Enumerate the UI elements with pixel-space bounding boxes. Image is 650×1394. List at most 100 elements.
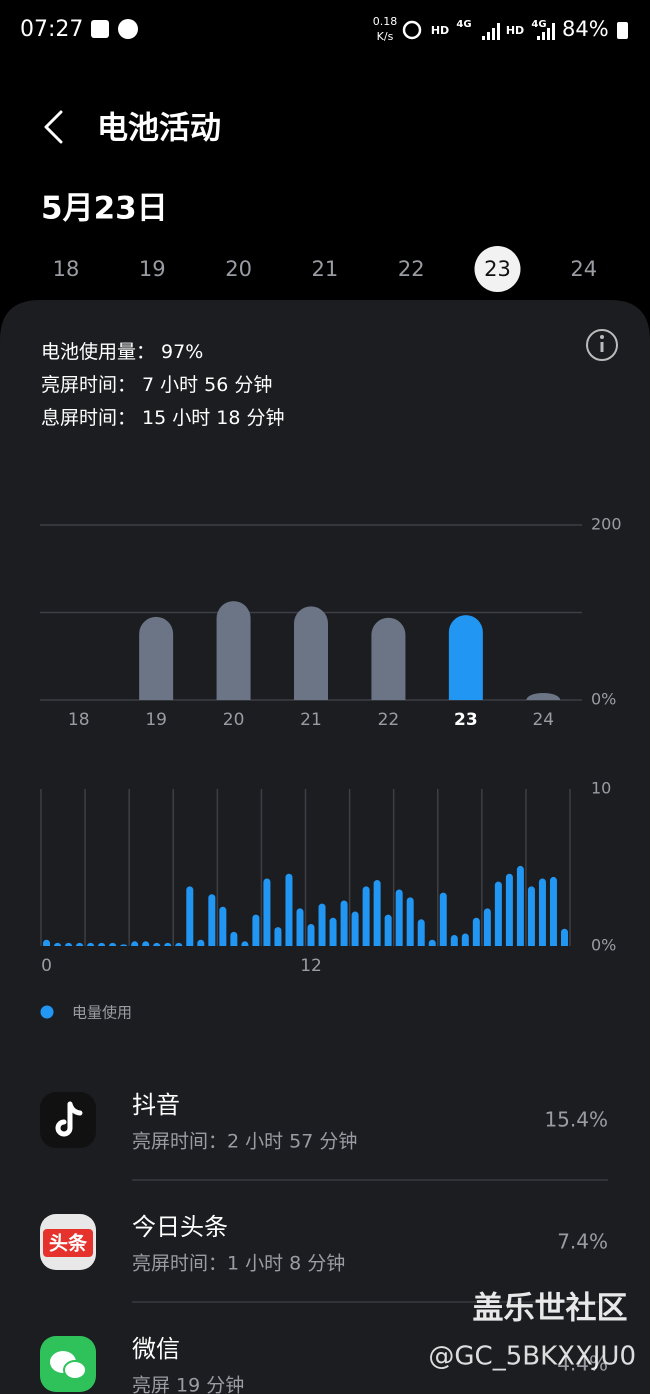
app-icon-badge <box>43 1229 93 1257</box>
day[interactable]: 18 <box>53 257 80 281</box>
summary-label: 电池使用量： <box>41 341 155 363</box>
app-name: 今日头条 <box>132 1213 228 1241</box>
bar <box>560 928 568 946</box>
daily-chart: 0% 200 18 19 20 21 22 23 24 <box>40 515 622 730</box>
watermark-1: 盖乐世社区 <box>473 1291 628 1327</box>
notify-icon <box>118 19 138 39</box>
app-detail: 亮屏 19 分钟 <box>132 1375 244 1394</box>
x-tick-label: 20 <box>223 710 245 730</box>
app-name: 微信 <box>132 1335 180 1363</box>
net-2: 4G <box>531 19 546 30</box>
summary-label: 息屏时间： <box>41 407 136 429</box>
bar <box>505 873 513 946</box>
app-name: 抖音 <box>132 1091 180 1119</box>
bar <box>65 942 73 946</box>
bar <box>384 914 392 946</box>
signal-1 <box>482 23 500 40</box>
bar <box>439 892 447 946</box>
net-speed: 0.18 <box>373 15 398 28</box>
app-detail: 亮屏时间：2 小时 57 分钟 <box>132 1131 357 1153</box>
bar <box>54 942 62 946</box>
day[interactable]: 20 <box>225 257 252 281</box>
hd-1: HD <box>431 24 449 37</box>
net-1: 4G <box>456 19 471 30</box>
summary-line: 息屏时间： 15 小时 18 分钟 <box>41 407 285 429</box>
bar <box>120 944 128 946</box>
alarm-icon <box>402 20 422 40</box>
y-tick-label: 200 <box>591 515 622 534</box>
day[interactable]: 19 <box>139 257 166 281</box>
bar <box>494 881 502 946</box>
bar <box>406 897 414 946</box>
app-percent: 4.4% <box>557 1352 608 1376</box>
bar <box>241 941 249 946</box>
bar <box>274 927 282 946</box>
bar <box>76 942 84 946</box>
bar <box>526 693 561 700</box>
bar <box>373 880 381 946</box>
legend-marker <box>40 1005 54 1019</box>
app-icon-glyph <box>55 1101 83 1137</box>
net-speed-unit: K/s <box>377 30 394 43</box>
bar <box>318 903 326 946</box>
bar <box>216 601 251 700</box>
app-detail: 亮屏时间：1 小时 8 分钟 <box>132 1253 345 1275</box>
app-percent: 15.4% <box>544 1108 608 1132</box>
y-tick-label: 0% <box>591 690 616 709</box>
date-heading: 5月23日 <box>41 191 168 227</box>
back-button[interactable] <box>44 110 63 144</box>
legend-label: 电量使用 <box>72 1004 132 1022</box>
day[interactable]: 24 <box>570 257 597 281</box>
bar <box>329 917 337 946</box>
page-title: 电池活动 <box>97 111 221 147</box>
bar <box>527 886 535 946</box>
x-tick-label: 24 <box>532 710 554 730</box>
bar <box>219 906 227 946</box>
hourly-chart: 0% 10 0 12 电量使用 <box>40 779 616 1022</box>
status-time: 07:27 <box>20 17 83 42</box>
x-tick-label: 22 <box>378 710 400 730</box>
bar <box>87 942 95 946</box>
bar <box>538 878 546 946</box>
bar <box>43 939 51 946</box>
x-tick-label: 19 <box>145 710 167 730</box>
bar <box>230 931 238 946</box>
bar <box>395 889 403 946</box>
info-glyph <box>600 342 604 352</box>
bar <box>98 942 106 946</box>
bar <box>461 933 469 946</box>
bar <box>139 616 174 700</box>
bar <box>450 935 458 946</box>
x-tick-label: 18 <box>68 710 90 730</box>
day-selector: 18 19 20 21 22 23 24 <box>53 246 597 292</box>
bar <box>142 941 150 946</box>
day-selected <box>474 246 521 292</box>
bar <box>186 886 194 946</box>
bar <box>428 939 436 946</box>
bar <box>549 876 557 946</box>
day[interactable]: 21 <box>312 257 339 281</box>
day[interactable]: 23 <box>484 257 511 281</box>
bar <box>197 939 205 946</box>
battery-icon <box>617 22 628 39</box>
bar <box>109 942 117 946</box>
bar <box>164 942 172 946</box>
bar <box>131 941 139 946</box>
bar <box>472 917 480 946</box>
summary-value: 7 小时 56 分钟 <box>142 374 272 396</box>
bar <box>483 908 491 946</box>
hd-2: HD <box>506 24 524 37</box>
bar <box>175 942 183 946</box>
info-button[interactable] <box>586 329 618 361</box>
watermark-2: @GC_5BKXXJU0 <box>428 1342 636 1372</box>
day[interactable]: 22 <box>398 257 425 281</box>
bar <box>448 615 483 700</box>
bar <box>296 908 304 946</box>
battery-level: 84% <box>562 17 609 41</box>
